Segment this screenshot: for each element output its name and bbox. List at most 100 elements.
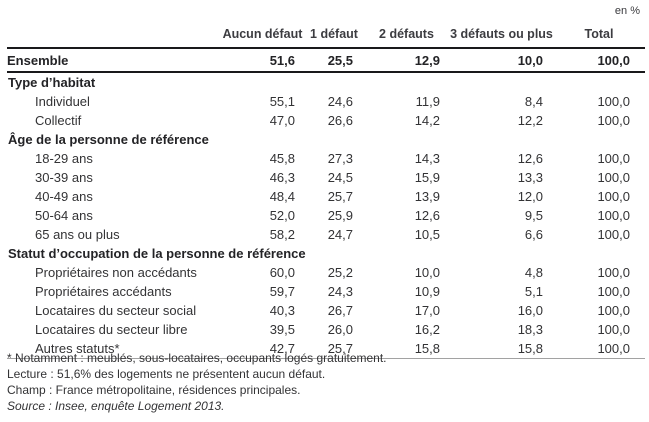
cell-value: 5,1	[524, 284, 543, 299]
cell-value: 14,3	[414, 151, 440, 166]
row-label: Locataires du secteur libre	[35, 322, 188, 337]
cell-value: 26,7	[327, 303, 353, 318]
row-label: Propriétaires non accédants	[35, 265, 197, 280]
cell-value: 100,0	[597, 151, 630, 166]
row-label: 40-49 ans	[35, 189, 93, 204]
table-row: Collectif 47,0 26,6 14,2 12,2 100,0	[7, 111, 645, 130]
footnote-source: Source : Insee, enquête Logement 2013.	[7, 399, 225, 413]
cell-value: 4,8	[524, 265, 543, 280]
cell-value: 14,2	[414, 113, 440, 128]
cell-value: 10,9	[414, 284, 440, 299]
cell-value: 39,5	[269, 322, 295, 337]
cell-value: 25,7	[305, 339, 363, 359]
column-header-total: Total	[553, 27, 645, 49]
cell-value: 100,0	[553, 48, 645, 73]
cell-value: 10,0	[450, 48, 553, 73]
cell-value: 25,7	[327, 189, 353, 204]
cell-value: 11,9	[415, 94, 440, 109]
cell-value: 12,2	[517, 113, 543, 128]
cell-value: 46,3	[269, 170, 295, 185]
cell-value: 100,0	[597, 265, 630, 280]
cell-value: 100,0	[597, 189, 630, 204]
cell-value: 25,5	[305, 48, 363, 73]
cell-value: 24,7	[327, 227, 353, 242]
row-label: Autres statuts*	[7, 339, 220, 359]
column-header-2-defauts: 2 défauts	[363, 27, 450, 49]
cell-value: 10,5	[414, 227, 440, 242]
column-header-3-defauts-ou-plus: 3 défauts ou plus	[450, 27, 553, 49]
cell-value: 40,3	[269, 303, 295, 318]
section-header-type-habitat: Type d’habitat	[7, 72, 645, 92]
section-header-age: Âge de la personne de référence	[7, 130, 645, 149]
table-row: 30-39 ans 46,3 24,5 15,9 13,3 100,0	[7, 168, 645, 187]
row-label: Individuel	[35, 94, 90, 109]
column-header-1-defaut: 1 défaut	[305, 27, 363, 49]
cell-value: 100,0	[597, 284, 630, 299]
row-label: 65 ans ou plus	[35, 227, 120, 242]
table-row: Locataires du secteur social 40,3 26,7 1…	[7, 301, 645, 320]
cell-value: 100,0	[597, 94, 630, 109]
footnote-lecture: Lecture : 51,6% des logements ne présent…	[7, 367, 326, 381]
cell-value: 45,8	[269, 151, 295, 166]
cell-value: 15,9	[414, 170, 440, 185]
table-row: 18-29 ans 45,8 27,3 14,3 12,6 100,0	[7, 149, 645, 168]
row-label: Locataires du secteur social	[35, 303, 197, 318]
section-title: Statut d’occupation de la personne de ré…	[8, 246, 306, 261]
cell-value: 8,4	[524, 94, 543, 109]
cell-value: 9,5	[524, 208, 543, 223]
cell-value: 15,8	[450, 339, 553, 359]
cell-value: 18,3	[517, 322, 543, 337]
cell-value: 12,6	[517, 151, 543, 166]
cell-value: 27,3	[327, 151, 353, 166]
cell-value: 52,0	[269, 208, 295, 223]
cell-value: 17,0	[414, 303, 440, 318]
unit-label: en %	[614, 5, 640, 17]
cell-value: 26,0	[327, 322, 353, 337]
column-header-aucun-defaut: Aucun défaut	[220, 27, 305, 49]
table-row: 65 ans ou plus 58,2 24,7 10,5 6,6 100,0	[7, 225, 645, 244]
section-header-statut-occupation: Statut d’occupation de la personne de ré…	[7, 244, 645, 263]
cell-value: 60,0	[269, 265, 295, 280]
footnotes: * Notamment : meublés, sous-locataires, …	[7, 350, 640, 414]
housing-defects-table: Aucun défaut 1 défaut 2 défauts 3 défaut…	[7, 27, 645, 359]
cell-value: 58,2	[269, 227, 295, 242]
cell-value: 24,5	[327, 170, 353, 185]
footnote-champ: Champ : France métropolitaine, résidence…	[7, 383, 301, 397]
cell-value: 51,6	[220, 48, 305, 73]
cell-value: 100,0	[597, 113, 630, 128]
cell-value: 12,6	[414, 208, 440, 223]
table-row-ensemble: Ensemble 51,6 25,5 12,9 10,0 100,0	[7, 48, 645, 73]
section-title: Type d’habitat	[8, 75, 96, 90]
cell-value: 100,0	[597, 303, 630, 318]
cell-value: 26,6	[327, 113, 353, 128]
cell-value: 15,8	[363, 339, 450, 359]
cell-value: 48,4	[269, 189, 295, 204]
cell-value: 25,2	[327, 265, 353, 280]
row-label: Propriétaires accédants	[35, 284, 172, 299]
cell-value: 13,9	[414, 189, 440, 204]
table-header-row: Aucun défaut 1 défaut 2 défauts 3 défaut…	[7, 27, 645, 49]
cell-value: 100,0	[597, 208, 630, 223]
column-header-empty	[7, 27, 220, 49]
table-row: 50-64 ans 52,0 25,9 12,6 9,5 100,0	[7, 206, 645, 225]
cell-value: 16,0	[517, 303, 543, 318]
cell-value: 24,3	[327, 284, 353, 299]
table-row: Propriétaires accédants 59,7 24,3 10,9 5…	[7, 282, 645, 301]
cell-value: 59,7	[269, 284, 295, 299]
table-row: Individuel 55,1 24,6 11,9 8,4 100,0	[7, 92, 645, 111]
section-title: Âge de la personne de référence	[8, 132, 209, 147]
table-row: Locataires du secteur libre 39,5 26,0 16…	[7, 320, 645, 339]
cell-value: 25,9	[327, 208, 353, 223]
table-row: 40-49 ans 48,4 25,7 13,9 12,0 100,0	[7, 187, 645, 206]
cell-value: 16,2	[414, 322, 440, 337]
table-row: Autres statuts* 42,7 25,7 15,8 15,8 100,…	[7, 339, 645, 359]
row-label: 30-39 ans	[35, 170, 93, 185]
cell-value: 100,0	[597, 322, 630, 337]
table-row: Propriétaires non accédants 60,0 25,2 10…	[7, 263, 645, 282]
cell-value: 100,0	[597, 170, 630, 185]
row-label: 18-29 ans	[35, 151, 93, 166]
cell-value: 12,0	[517, 189, 543, 204]
cell-value: 24,6	[327, 94, 353, 109]
row-label: Ensemble	[7, 48, 220, 73]
